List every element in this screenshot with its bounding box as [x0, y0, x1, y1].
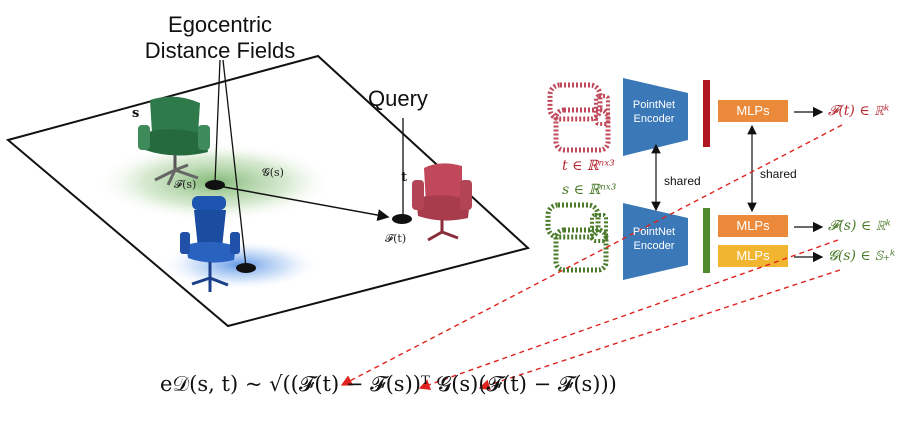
encoder-bot-line2: Encoder — [633, 240, 675, 252]
pointnet-encoder-bottom — [623, 203, 688, 280]
Ft-label: 𝓕(t) — [385, 232, 407, 245]
red-feature-bar — [703, 80, 710, 147]
dashed-line-Fs — [418, 239, 839, 391]
out-bot-label: 𝓖(s) ∈ 𝕊₊ᵏ — [828, 248, 896, 264]
mlps-top-label: MLPs — [736, 103, 770, 118]
mlps-top-box — [718, 100, 788, 122]
distance-formula: e𝒟(s, t) ~ √((𝓕(t) − 𝓕(s))ᵀ 𝓖(s)(𝓕(t) − … — [160, 372, 617, 396]
egocentric-title: Egocentric Distance Fields — [135, 12, 305, 64]
query-point-blue — [236, 263, 256, 273]
pointer-line-1 — [214, 59, 221, 184]
egocentric-title-line1: Egocentric — [168, 12, 272, 37]
mlps-bot-label: MLPs — [736, 248, 770, 263]
query-point-s — [205, 180, 225, 190]
mlps-mid-label: MLPs — [736, 218, 770, 233]
Fs-label: 𝓕(s) — [174, 178, 197, 191]
green-chair-icon — [138, 96, 210, 186]
egocentric-title-line2: Distance Fields — [144, 38, 296, 63]
red-chair-icon — [412, 163, 472, 242]
encoder-top-label: PointNet Encoder — [623, 98, 685, 126]
s-label: s — [132, 106, 140, 121]
mlps-bot-box — [718, 245, 788, 267]
pointnet-encoder-top — [623, 78, 688, 156]
red-point-cloud-icon — [547, 82, 611, 153]
green-feature-bar — [703, 208, 710, 273]
encoder-bottom-label: PointNet Encoder — [623, 225, 685, 253]
blue-chair-icon — [180, 196, 240, 292]
out-top-label: 𝓕(t) ∈ ℝᵏ — [828, 103, 890, 119]
t-domain-label: t ∈ ℝⁿˣ³ — [562, 158, 615, 174]
s-domain-label: s ∈ ℝⁿˣ³ — [562, 182, 617, 198]
t-label: t — [401, 170, 408, 185]
dashed-line-Ft — [340, 124, 843, 386]
dashed-line-Gs — [478, 269, 841, 391]
shared-label-right: shared — [760, 167, 797, 181]
shared-label-left: shared — [664, 174, 701, 188]
encoder-top-line2: Encoder — [633, 113, 675, 125]
encoder-top-line1: PointNet — [632, 99, 676, 111]
query-point-t — [392, 214, 412, 224]
query-label: Query — [368, 86, 428, 111]
green-point-cloud-icon — [545, 202, 609, 273]
encoder-bot-line1: PointNet — [632, 226, 676, 238]
arrow-s-to-t — [223, 186, 390, 222]
out-mid-label: 𝓕(s) ∈ ℝᵏ — [828, 218, 891, 234]
pointer-line-2 — [222, 59, 247, 268]
Gs-label: 𝓖(s) — [262, 166, 284, 179]
mlps-mid-box — [718, 215, 788, 237]
